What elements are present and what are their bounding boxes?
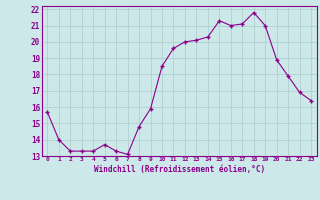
X-axis label: Windchill (Refroidissement éolien,°C): Windchill (Refroidissement éolien,°C)	[94, 165, 265, 174]
